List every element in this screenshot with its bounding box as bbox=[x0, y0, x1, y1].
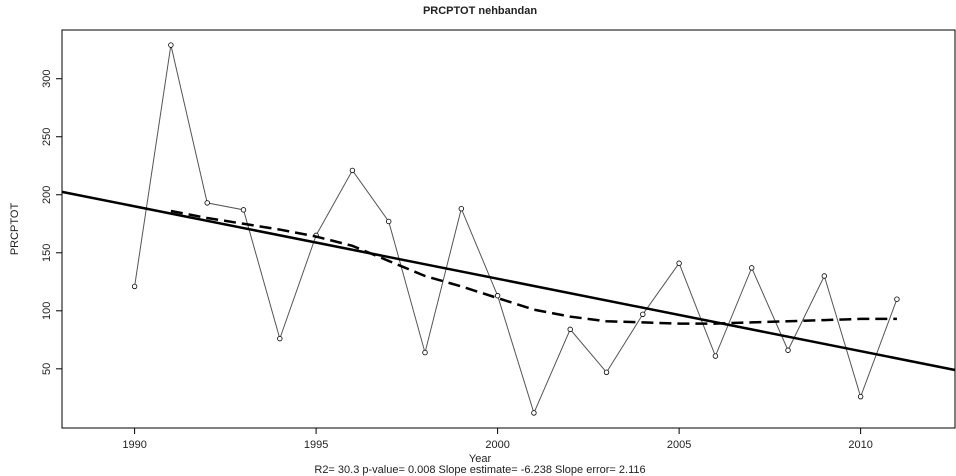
data-point bbox=[422, 349, 428, 356]
data-point bbox=[894, 296, 900, 302]
chart-title: PRCPTOT nehbandan bbox=[423, 5, 537, 17]
x-tick-label: 2005 bbox=[667, 439, 691, 451]
lowess-line bbox=[170, 209, 897, 325]
data-point bbox=[676, 260, 682, 266]
x-axis-label: Year bbox=[469, 453, 492, 465]
x-tick-label: 1995 bbox=[304, 439, 328, 451]
y-tick-label: 300 bbox=[41, 70, 53, 88]
x-tick-label: 1990 bbox=[122, 439, 146, 451]
plot-frame bbox=[61, 29, 956, 429]
y-tick-label: 100 bbox=[41, 302, 53, 320]
y-tick-label: 150 bbox=[41, 244, 53, 262]
data-point bbox=[857, 393, 864, 400]
data-point bbox=[821, 273, 828, 279]
x-tick-label: 2010 bbox=[848, 439, 872, 451]
data-point bbox=[386, 218, 392, 225]
data-point bbox=[603, 369, 610, 376]
y-tick-label: 250 bbox=[41, 128, 53, 146]
y-tick-label: 50 bbox=[41, 363, 53, 375]
data-point bbox=[531, 410, 537, 416]
data-point bbox=[204, 200, 210, 206]
data-point bbox=[785, 347, 791, 353]
y-axis-label: PRCPTOT bbox=[9, 203, 21, 256]
y-tick-label: 200 bbox=[41, 186, 53, 204]
data-line bbox=[134, 44, 898, 415]
data-point bbox=[168, 42, 174, 48]
data-point bbox=[640, 311, 646, 317]
data-point bbox=[494, 293, 501, 299]
data-point bbox=[131, 283, 138, 290]
trend-line bbox=[61, 190, 956, 372]
data-point bbox=[749, 265, 755, 271]
footnote: R2= 30.3 p-value= 0.008 Slope estimate= … bbox=[314, 464, 645, 476]
x-tick-label: 2000 bbox=[485, 439, 509, 451]
data-point bbox=[567, 326, 573, 333]
data-point bbox=[712, 353, 719, 359]
data-point bbox=[277, 335, 283, 342]
data-point bbox=[240, 207, 247, 213]
data-point bbox=[349, 167, 356, 174]
data-point bbox=[458, 205, 465, 212]
